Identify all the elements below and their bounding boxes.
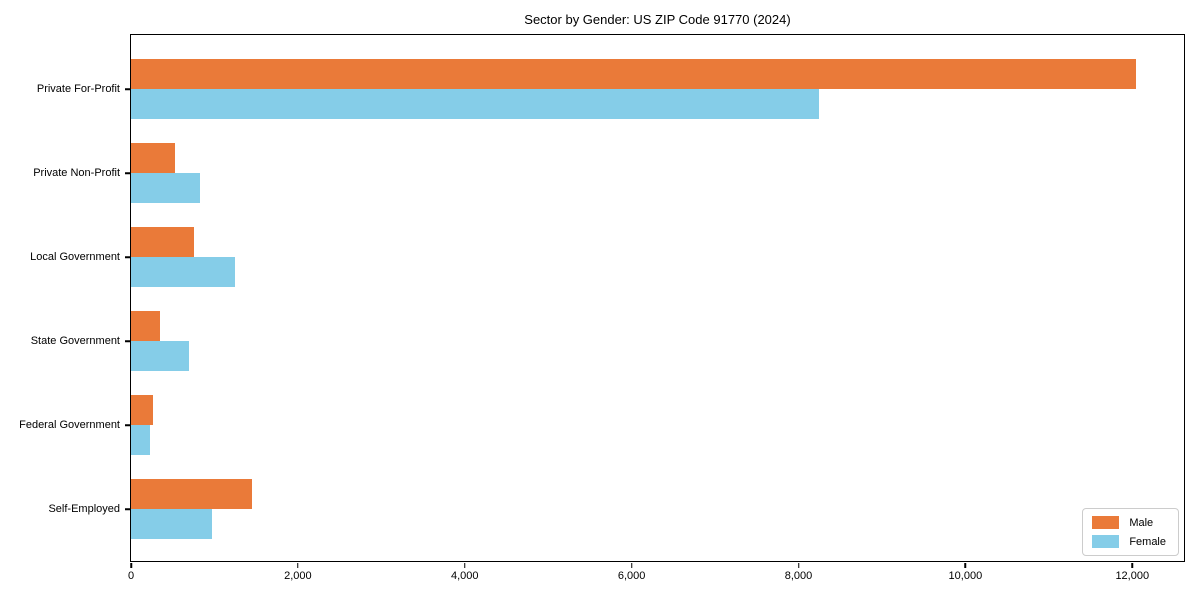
x-tick-label-0: 0 bbox=[127, 570, 135, 582]
bar-male-federal-government bbox=[131, 395, 154, 425]
x-tick-mark-4000 bbox=[464, 562, 466, 568]
bar-male-state-government bbox=[131, 311, 161, 341]
x-tick-label-8000: 8,000 bbox=[784, 570, 813, 582]
legend: Male Female bbox=[1082, 508, 1179, 556]
y-tick-label-private-for-profit: Private For-Profit bbox=[36, 83, 120, 95]
legend-label-female: Female bbox=[1129, 535, 1166, 548]
bar-male-self-employed bbox=[131, 479, 252, 509]
x-tick-mark-0 bbox=[130, 562, 132, 568]
x-tick-mark-12000 bbox=[1131, 562, 1134, 568]
x-tick-label-10000: 10,000 bbox=[948, 570, 983, 582]
x-tick-mark-6000 bbox=[630, 562, 633, 568]
y-tick-mark-private-non-profit bbox=[124, 172, 130, 174]
x-tick-mark-10000 bbox=[964, 562, 967, 568]
x-tick-label-12000: 12,000 bbox=[1115, 570, 1150, 582]
legend-swatch-female bbox=[1092, 535, 1120, 548]
y-tick-mark-self-employed bbox=[124, 508, 130, 510]
bar-female-federal-government bbox=[131, 425, 150, 455]
legend-label-male: Male bbox=[1129, 516, 1154, 529]
bar-female-self-employed bbox=[131, 509, 212, 539]
bar-female-private-for-profit bbox=[131, 89, 820, 119]
y-tick-mark-private-for-profit bbox=[124, 88, 130, 90]
legend-item-male: Male bbox=[1092, 516, 1166, 529]
bar-male-local-government bbox=[131, 227, 194, 257]
x-tick-label-2000: 2,000 bbox=[284, 570, 312, 582]
y-tick-mark-state-government bbox=[124, 340, 130, 342]
bar-female-local-government bbox=[131, 257, 235, 287]
y-tick-label-federal-government: Federal Government bbox=[19, 419, 120, 431]
legend-swatch-male bbox=[1092, 516, 1120, 529]
plot-area: Male Female Private For-Profit Private Non… bbox=[19, 34, 1185, 582]
y-tick-mark-local-government bbox=[124, 256, 130, 258]
bar-male-private-non-profit bbox=[131, 143, 175, 173]
x-tick-mark-8000 bbox=[797, 562, 800, 568]
bar-female-state-government bbox=[131, 341, 189, 371]
y-tick-label-private-non-profit: Private Non-Profit bbox=[33, 167, 120, 179]
bar-female-private-non-profit bbox=[131, 173, 200, 203]
x-tick-label-6000: 6,000 bbox=[617, 570, 646, 582]
y-tick-mark-federal-government bbox=[124, 424, 130, 426]
x-tick-mark-2000 bbox=[297, 562, 299, 568]
y-tick-label-state-government: State Government bbox=[30, 335, 120, 347]
chart-title: Sector by Gender: US ZIP Code 91770 (202… bbox=[524, 12, 791, 27]
legend-item-female: Female bbox=[1092, 535, 1166, 548]
bar-male-private-for-profit bbox=[131, 59, 1137, 89]
y-tick-label-local-government: Local Government bbox=[30, 251, 120, 263]
y-tick-label-self-employed: Self-Employed bbox=[48, 503, 120, 515]
x-tick-label-4000: 4,000 bbox=[450, 570, 479, 582]
